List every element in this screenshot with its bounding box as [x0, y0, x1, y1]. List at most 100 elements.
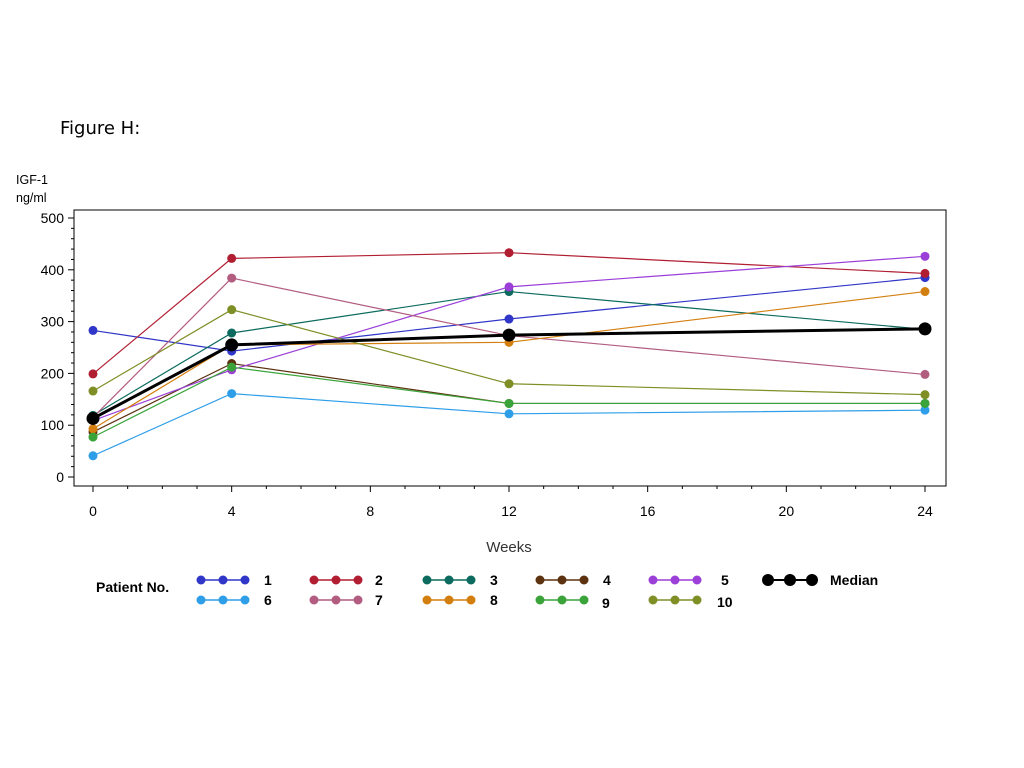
legend-label: 2: [375, 572, 383, 588]
legend-swatch-marker: [784, 574, 796, 586]
series-6: [88, 389, 930, 461]
data-point-10: [88, 386, 98, 396]
legend-swatch-marker: [670, 575, 680, 585]
legend-item-2: 2: [309, 572, 383, 588]
figure-title: Figure H:: [60, 118, 141, 139]
legend-swatch-marker: [648, 595, 658, 605]
data-point-9: [227, 362, 237, 372]
data-point-9: [88, 432, 98, 442]
series-line-8: [92, 290, 926, 430]
legend-swatch-marker: [557, 595, 567, 605]
legend-swatch-marker: [762, 574, 774, 586]
legend-swatch-marker: [692, 595, 702, 605]
y-axis-label-line1: IGF-1: [16, 173, 48, 187]
legend-swatch-marker: [331, 595, 341, 605]
legend-swatch-marker: [353, 575, 363, 585]
legend-label: 7: [375, 592, 383, 608]
data-point-8: [88, 424, 98, 434]
data-point-3: [227, 328, 237, 338]
data-point-9: [504, 398, 514, 408]
y-axis-label-line2: ng/ml: [16, 191, 47, 205]
legend-label: 10: [717, 594, 733, 610]
series-9: [88, 362, 930, 442]
legend-item-5: 5: [648, 572, 729, 588]
series-2: [88, 248, 930, 379]
legend-swatch-marker: [579, 595, 589, 605]
legend-swatch-marker: [806, 574, 818, 586]
data-point-2: [88, 369, 98, 379]
legend-swatch-marker: [444, 575, 454, 585]
data-point-1: [88, 325, 98, 335]
legend-swatch-marker: [309, 575, 319, 585]
y-axis-label: IGF-1 ng/ml: [16, 171, 48, 207]
data-point-7: [920, 369, 930, 379]
y-tick-label: 200: [41, 365, 65, 381]
data-point-1: [504, 314, 514, 324]
data-point-2: [920, 268, 930, 278]
x-axis-label: Weeks: [486, 539, 532, 556]
legend-label: 3: [490, 572, 498, 588]
legend-item-9: 9: [535, 595, 610, 611]
data-point-median: [502, 328, 516, 342]
legend-label: 1: [264, 572, 272, 588]
legend-item-6: 6: [196, 592, 272, 608]
legend-swatch-marker: [466, 575, 476, 585]
legend-label: 8: [490, 592, 498, 608]
legend-item-3: 3: [422, 572, 498, 588]
series-line-2: [92, 252, 926, 375]
series-line-1: [92, 276, 926, 352]
data-point-2: [504, 248, 514, 258]
legend-swatch-marker: [557, 575, 567, 585]
y-tick-label: 0: [56, 469, 64, 485]
legend-swatch-marker: [331, 575, 341, 585]
legend-label: Median: [830, 572, 878, 588]
series-line-median: [92, 327, 926, 420]
legend-swatch-marker: [535, 575, 545, 585]
y-tick-label: 500: [41, 210, 65, 226]
data-point-median: [918, 322, 932, 336]
series-line-9: [92, 366, 925, 438]
legend-swatch-marker: [422, 575, 432, 585]
legend-item-7: 7: [309, 592, 383, 608]
x-tick-label: 0: [89, 503, 97, 519]
legend-swatch-marker: [692, 575, 702, 585]
legend-item-median: Median: [762, 572, 878, 588]
series-line-3: [92, 290, 926, 416]
x-tick-label: 24: [917, 503, 933, 519]
series-median: [86, 322, 932, 425]
series-4: [88, 359, 930, 437]
series-line-5: [92, 255, 926, 422]
legend-label: 4: [603, 572, 611, 588]
y-tick-label: 300: [41, 314, 65, 330]
data-point-5: [920, 251, 930, 261]
legend-title: Patient No.: [96, 579, 170, 595]
data-point-9: [920, 398, 930, 408]
y-tick-label: 100: [41, 417, 65, 433]
legend-swatch-marker: [240, 595, 250, 605]
legend-swatch-marker: [353, 595, 363, 605]
legend-swatch-marker: [218, 575, 228, 585]
data-point-10: [920, 390, 930, 400]
legend-label: 6: [264, 592, 272, 608]
legend-swatch-marker: [466, 595, 476, 605]
y-tick-label: 400: [41, 262, 65, 278]
legend-item-4: 4: [535, 572, 611, 588]
series-10: [88, 305, 930, 400]
series-line-7: [92, 277, 926, 418]
data-point-6: [504, 409, 514, 419]
legend-swatch-marker: [535, 595, 545, 605]
legend-swatch-marker: [309, 595, 319, 605]
series-1: [88, 273, 930, 356]
x-tick-label: 12: [501, 503, 517, 519]
data-point-6: [920, 405, 930, 415]
data-point-10: [227, 305, 237, 315]
data-point-7: [227, 273, 237, 283]
data-point-2: [227, 253, 237, 263]
data-point-median: [86, 411, 100, 425]
series-line-10: [92, 309, 926, 396]
legend-swatch-marker: [422, 595, 432, 605]
series-line-6: [92, 392, 926, 457]
legend-item-10: 10: [648, 594, 733, 610]
data-point-5: [504, 282, 514, 292]
